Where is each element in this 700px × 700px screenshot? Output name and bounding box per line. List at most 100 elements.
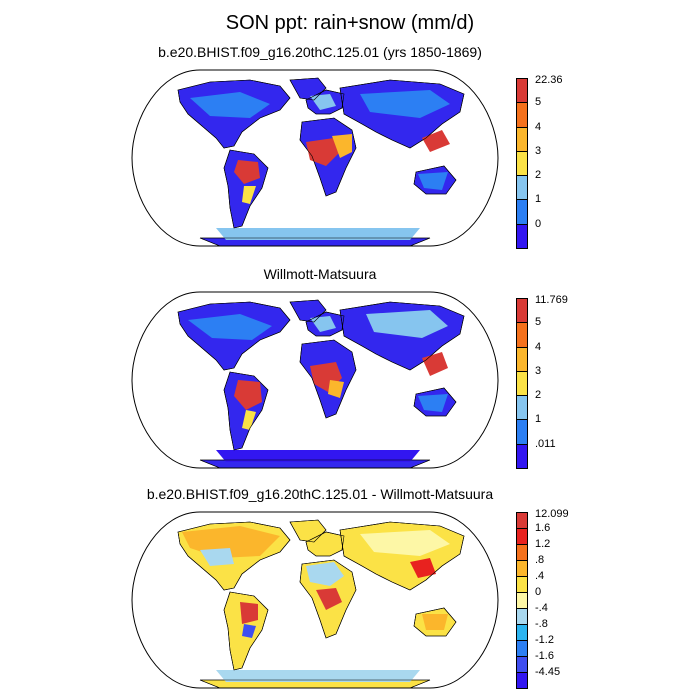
legend-swatch bbox=[516, 395, 528, 421]
value-region bbox=[310, 316, 336, 332]
value-region bbox=[234, 160, 260, 184]
coastline bbox=[413, 607, 457, 637]
legend-label: 5 bbox=[535, 316, 542, 329]
coastline bbox=[299, 339, 357, 419]
legend-swatch bbox=[516, 576, 528, 593]
value-region bbox=[418, 394, 448, 412]
legend-swatch bbox=[516, 150, 528, 177]
legend-label: 1 bbox=[535, 193, 542, 206]
coastline bbox=[305, 531, 345, 557]
value-region bbox=[410, 558, 436, 578]
legend-label: .8 bbox=[535, 554, 545, 566]
map-model bbox=[131, 69, 499, 247]
legend-label: 1.2 bbox=[535, 538, 551, 550]
value-region bbox=[316, 588, 342, 610]
coastline bbox=[199, 459, 431, 468]
legend-swatch bbox=[516, 322, 528, 348]
value-region bbox=[242, 410, 256, 430]
legend-swatch bbox=[516, 443, 528, 469]
coastline bbox=[299, 559, 357, 639]
value-region bbox=[242, 624, 256, 638]
value-region bbox=[216, 670, 420, 682]
legend-label: 11.769 bbox=[535, 294, 568, 306]
coastline bbox=[413, 387, 457, 417]
map-border bbox=[131, 511, 499, 689]
map-obs bbox=[131, 291, 499, 469]
value-region bbox=[422, 614, 448, 630]
legend-label: 5 bbox=[535, 96, 542, 109]
value-region bbox=[306, 138, 340, 166]
map-border bbox=[131, 69, 499, 247]
coastline bbox=[177, 521, 291, 591]
legend-obs: 11.769 5 4 3 2 1 .011 bbox=[516, 294, 586, 469]
coastline bbox=[177, 79, 291, 149]
value-region bbox=[190, 92, 270, 118]
legend-swatch bbox=[516, 672, 528, 689]
value-region bbox=[360, 530, 450, 556]
value-region bbox=[216, 450, 420, 462]
coastline bbox=[305, 311, 345, 337]
legend-swatch bbox=[516, 512, 528, 529]
coastline bbox=[199, 679, 431, 688]
coastline bbox=[339, 79, 465, 149]
value-region bbox=[360, 90, 450, 118]
legend-swatch bbox=[516, 608, 528, 625]
value-region bbox=[188, 314, 272, 340]
value-region bbox=[234, 380, 262, 410]
coastline bbox=[289, 519, 327, 543]
legend-swatch bbox=[516, 419, 528, 445]
value-region bbox=[200, 548, 234, 566]
legend-label: 2 bbox=[535, 389, 542, 402]
page-title: SON ppt: rain+snow (mm/d) bbox=[225, 12, 475, 34]
panel-title-obs: Willmott-Matsuura bbox=[263, 266, 377, 282]
legend-label: -.8 bbox=[535, 618, 548, 630]
legend-label: .4 bbox=[535, 570, 545, 582]
value-region bbox=[216, 228, 420, 240]
coastline bbox=[223, 591, 269, 671]
coastline bbox=[289, 299, 327, 323]
legend-label: 3 bbox=[535, 364, 542, 377]
value-region bbox=[242, 186, 256, 204]
legend-label: 3 bbox=[535, 144, 542, 157]
legend-label: -4.45 bbox=[535, 666, 561, 678]
value-region bbox=[332, 134, 352, 158]
legend-label: 0 bbox=[535, 217, 542, 230]
value-region bbox=[306, 562, 344, 586]
legend-swatch bbox=[516, 175, 528, 201]
legend-swatch bbox=[516, 528, 528, 545]
legend-swatch bbox=[516, 640, 528, 657]
value-region bbox=[240, 602, 258, 624]
coastline bbox=[223, 149, 269, 229]
value-region bbox=[328, 380, 344, 398]
coastline bbox=[339, 301, 465, 371]
legend-swatch bbox=[516, 78, 528, 104]
legend-label: .011 bbox=[535, 437, 556, 450]
legend-swatch bbox=[516, 656, 528, 673]
legend-label: -1.6 bbox=[535, 650, 554, 662]
legend-label: 4 bbox=[535, 120, 542, 133]
legend-swatch bbox=[516, 223, 528, 249]
legend-model: 22.36 5 4 3 2 1 0 bbox=[516, 74, 586, 249]
panel-title-diff: b.e20.BHIST.f09_g16.20thC.125.01 - Willm… bbox=[146, 486, 494, 502]
legend-label: 22.36 bbox=[535, 74, 563, 86]
legend-swatch bbox=[516, 560, 528, 577]
legend-label: 12.099 bbox=[535, 508, 569, 520]
legend-label: 0 bbox=[535, 586, 542, 598]
legend-label: 1 bbox=[535, 413, 542, 426]
legend-label: -1.2 bbox=[535, 634, 554, 646]
legend-swatch bbox=[516, 199, 528, 225]
value-region bbox=[366, 310, 448, 338]
legend-diff: 12.099 1.6 1.2 .8 .4 0 -.4 -.8 -1.2 -1.6 -4.45 bbox=[516, 508, 586, 689]
panel-title-model: b.e20.BHIST.f09_g16.20thC.125.01 (yrs 18… bbox=[158, 44, 482, 60]
legend-swatch bbox=[516, 298, 528, 324]
coastline bbox=[413, 165, 457, 195]
coastline bbox=[299, 117, 357, 197]
coastline bbox=[339, 521, 465, 591]
legend-swatch bbox=[516, 544, 528, 561]
legend-swatch bbox=[516, 126, 528, 152]
legend-label: 1.6 bbox=[535, 522, 551, 534]
legend-swatch bbox=[516, 102, 528, 128]
legend-swatch bbox=[516, 624, 528, 641]
legend-swatch bbox=[516, 592, 528, 609]
map-diff bbox=[131, 511, 499, 689]
